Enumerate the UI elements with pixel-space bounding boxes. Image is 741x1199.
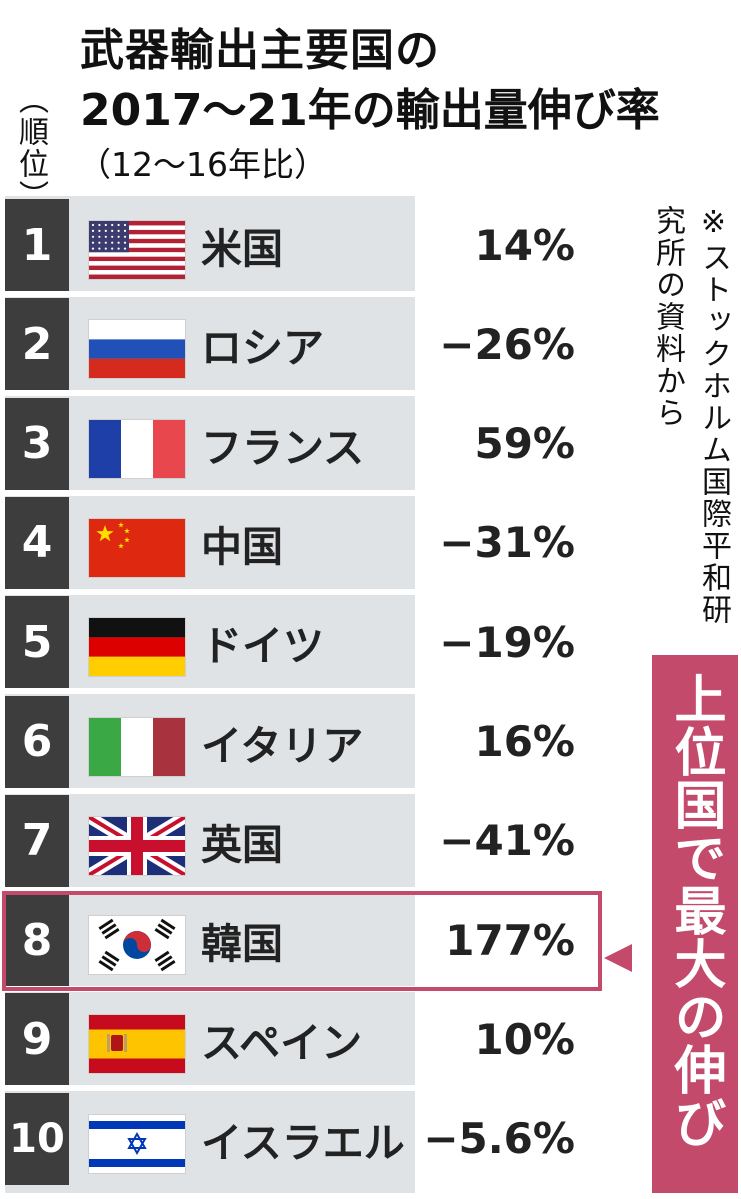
rank-number: 1 [5,199,69,291]
country-name: ドイツ [201,622,324,671]
growth-rate-value: 16% [474,717,575,766]
germany-flag [89,618,185,677]
country-name: フランス [201,423,365,472]
uk-flag [89,816,185,875]
israel-flag [89,1114,185,1173]
table-row: 9 スペイン 10% [5,993,605,1086]
growth-rate-value: −19% [439,617,575,667]
country-name: スペイン [201,1019,363,1068]
country-name: イタリア [201,721,364,770]
table-background [5,196,415,1193]
growth-rate-value: −5.6% [423,1114,575,1164]
growth-rate-value: 59% [474,419,575,469]
row-divider [5,588,415,595]
growth-rate-value: 10% [474,1014,575,1064]
france-flag [89,419,185,478]
table-row: 4 中国 −31% [5,496,605,589]
row-divider [5,291,415,297]
rank-number: 4 [5,496,69,589]
table-row: 8 韓国 177% [5,894,605,987]
country-name: ロシア [201,324,324,373]
row-divider [5,489,415,496]
table-row: 7 英国 −41% [5,794,605,887]
growth-rate-value: −26% [439,319,575,369]
rank-number: 3 [5,397,69,490]
growth-rate-value: −41% [439,816,575,866]
rank-number: 10 [5,1092,69,1185]
russia-flag [89,320,185,379]
country-name: イスラエル [201,1118,405,1167]
callout-box [652,655,738,1193]
usa-flag [89,221,185,279]
table-row: 3 フランス 59% [5,397,605,490]
growth-rate-value: −31% [439,518,575,568]
table-row: 10 イスラエル −5.6% [5,1092,605,1185]
country-name: 中国 [201,522,283,571]
callout-pointer [604,944,632,972]
callout-text: 上位国で最大の伸び率 [579,672,725,1149]
country-name: 英国 [201,820,283,869]
country-name: 米国 [201,225,283,273]
growth-rate-value: 14% [474,220,575,270]
rank-column-label: （順位） [13,84,48,212]
row-divider [5,688,415,695]
chart-subtitle: （12～16年比） [78,145,327,184]
chart-title-line2: 2017～21年の輸出量伸び率 [80,85,660,136]
row-divider [5,1085,415,1092]
rank-number: 7 [5,794,69,887]
chart-title-line1: 武器輸出主要国の [80,25,440,76]
rank-number: 6 [5,695,69,788]
growth-rate-value: 177% [445,915,575,965]
spain-flag [89,1015,185,1074]
table-row: 1 米国 14% [5,199,605,291]
rank-number: 5 [5,596,69,689]
country-name: 韓国 [201,920,283,969]
china-flag [89,518,185,577]
italy-flag [89,717,185,776]
highlight-frame [2,891,602,991]
table-row: 5 ドイツ −19% [5,596,605,689]
row-divider [5,787,415,794]
source-note: ※ストックホルム国際平和研究所の資料から [650,205,731,626]
rank-number: 8 [5,894,69,987]
rank-number: 9 [5,993,69,1086]
row-divider [5,886,415,893]
table-row: 6 イタリア 16% [5,695,605,788]
korea-flag [89,916,185,975]
table-row: 2 ロシア −26% [5,298,605,391]
rank-number: 2 [5,298,69,391]
row-divider [5,390,415,397]
